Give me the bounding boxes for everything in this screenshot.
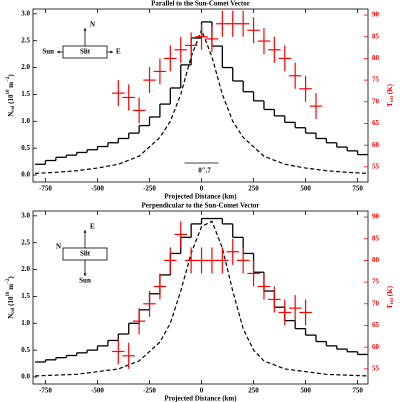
y2-label-part: rot bbox=[390, 298, 395, 305]
y-label-part: 10 bbox=[6, 291, 11, 297]
y2-label-part: rot bbox=[390, 96, 395, 103]
y-tick-label: 3.0 bbox=[21, 211, 30, 219]
x-axis-label: Projected Distance (km) bbox=[164, 395, 237, 402]
y2-tick-label: 70 bbox=[372, 97, 380, 105]
panel: Perpendicular to the Sun-Comet Vector -75… bbox=[6, 202, 395, 402]
x-tick-label: -250 bbox=[143, 387, 156, 395]
slit-box bbox=[62, 247, 108, 261]
y-tick-label: 2.0 bbox=[21, 63, 30, 71]
x-tick-label: -750 bbox=[39, 185, 52, 193]
slit-label: Slit bbox=[80, 48, 91, 56]
y-tick-label: 3.0 bbox=[21, 9, 30, 17]
y2-label-part: T bbox=[386, 102, 394, 107]
y2-tick-label: 90 bbox=[372, 11, 380, 19]
x-tick-label: 250 bbox=[248, 387, 259, 395]
y-tick-label: 0.0 bbox=[21, 171, 30, 179]
arrow-head bbox=[83, 230, 87, 233]
y-axis-label: Ncol (1010 m−2) bbox=[6, 74, 16, 117]
y-label-part: 10 bbox=[6, 89, 11, 95]
y2-axis-label: Trot (K) bbox=[386, 83, 396, 106]
y2-tick-label: 60 bbox=[372, 343, 380, 351]
y-label-part: ) bbox=[7, 74, 15, 77]
slit-box bbox=[62, 45, 108, 59]
y-label-part: col bbox=[11, 307, 16, 314]
y-tick-label: 0.0 bbox=[21, 373, 30, 381]
x-tick-label: -750 bbox=[39, 387, 52, 395]
y-tick-label: 1.5 bbox=[21, 90, 30, 98]
y-label-part: (10 bbox=[7, 94, 15, 106]
y-tick-label: 2.5 bbox=[21, 36, 30, 44]
y-tick-label: 2.0 bbox=[21, 265, 30, 273]
compass-label: N bbox=[56, 243, 61, 251]
y-tick-label: 1.5 bbox=[21, 292, 30, 300]
compass-label: E bbox=[116, 48, 121, 56]
scale-label: 0″.7 bbox=[198, 167, 211, 175]
y2-label-part: T bbox=[386, 304, 394, 309]
compass-label: N bbox=[90, 21, 95, 29]
x-tick-label: -500 bbox=[91, 387, 104, 395]
y2-label-part: (K) bbox=[386, 83, 394, 96]
y-label-part: m bbox=[7, 82, 15, 90]
x-tick-label: 500 bbox=[300, 387, 311, 395]
y2-tick-label: 75 bbox=[372, 278, 380, 286]
panel: Parallel to the Sun-Comet Vector -750 -500… bbox=[6, 0, 395, 201]
x-axis-label: Projected Distance (km) bbox=[164, 193, 237, 201]
plot-frame bbox=[32, 8, 369, 183]
y-label-part: −2 bbox=[6, 278, 11, 284]
x-tick-label: 250 bbox=[248, 185, 259, 193]
y-label-part: N bbox=[7, 112, 15, 117]
y-label-part: ) bbox=[7, 276, 15, 279]
y2-tick-label: 55 bbox=[372, 162, 380, 170]
y-tick-label: 1.0 bbox=[21, 117, 30, 125]
compass-label: Sun bbox=[79, 277, 91, 285]
y-axis-label: Ncol (1010 m−2) bbox=[6, 276, 16, 319]
slit-label: Slit bbox=[80, 250, 91, 258]
y-tick-label: 1.0 bbox=[21, 319, 30, 327]
y-label-part: col bbox=[11, 105, 16, 112]
y2-tick-label: 65 bbox=[372, 321, 380, 329]
y2-tick-label: 55 bbox=[372, 364, 380, 372]
y-label-part: m bbox=[7, 284, 15, 292]
y2-tick-label: 90 bbox=[372, 213, 380, 221]
y2-axis-label: Trot (K) bbox=[386, 285, 396, 308]
y-tick-label: 0.5 bbox=[21, 346, 30, 354]
y2-tick-label: 85 bbox=[372, 234, 380, 242]
x-tick-label: -500 bbox=[91, 185, 104, 193]
y2-tick-label: 75 bbox=[372, 76, 380, 84]
y2-tick-label: 70 bbox=[372, 299, 380, 307]
y2-tick-label: 85 bbox=[372, 32, 380, 40]
x-tick-label: 750 bbox=[352, 185, 363, 193]
arrow-head bbox=[83, 28, 87, 31]
y2-tick-label: 80 bbox=[372, 256, 380, 264]
arrow-head bbox=[110, 50, 113, 54]
x-tick-label: 0 bbox=[200, 185, 204, 193]
y-label-part: −2 bbox=[6, 76, 11, 82]
panel-title: Perpendicular to the Sun-Comet Vector bbox=[141, 202, 259, 210]
y-label-part: N bbox=[7, 314, 15, 319]
arrow-head bbox=[83, 273, 87, 276]
y2-tick-label: 60 bbox=[372, 141, 380, 149]
panel-title: Parallel to the Sun-Comet Vector bbox=[151, 0, 250, 8]
y-label-part: (10 bbox=[7, 296, 15, 308]
x-tick-label: -250 bbox=[143, 185, 156, 193]
compass-label: E bbox=[90, 223, 95, 231]
x-tick-label: 500 bbox=[300, 185, 311, 193]
model-line bbox=[35, 220, 369, 377]
x-tick-label: 0 bbox=[200, 387, 204, 395]
y2-label-part: (K) bbox=[386, 285, 394, 298]
x-tick-label: 750 bbox=[352, 387, 363, 395]
y-tick-label: 0.5 bbox=[21, 144, 30, 152]
y2-tick-label: 65 bbox=[372, 119, 380, 127]
plot-frame bbox=[32, 210, 369, 385]
y-tick-label: 2.5 bbox=[21, 238, 30, 246]
compass-label: Sun bbox=[42, 48, 54, 56]
y2-tick-label: 80 bbox=[372, 54, 380, 62]
arrow-head bbox=[57, 50, 60, 54]
